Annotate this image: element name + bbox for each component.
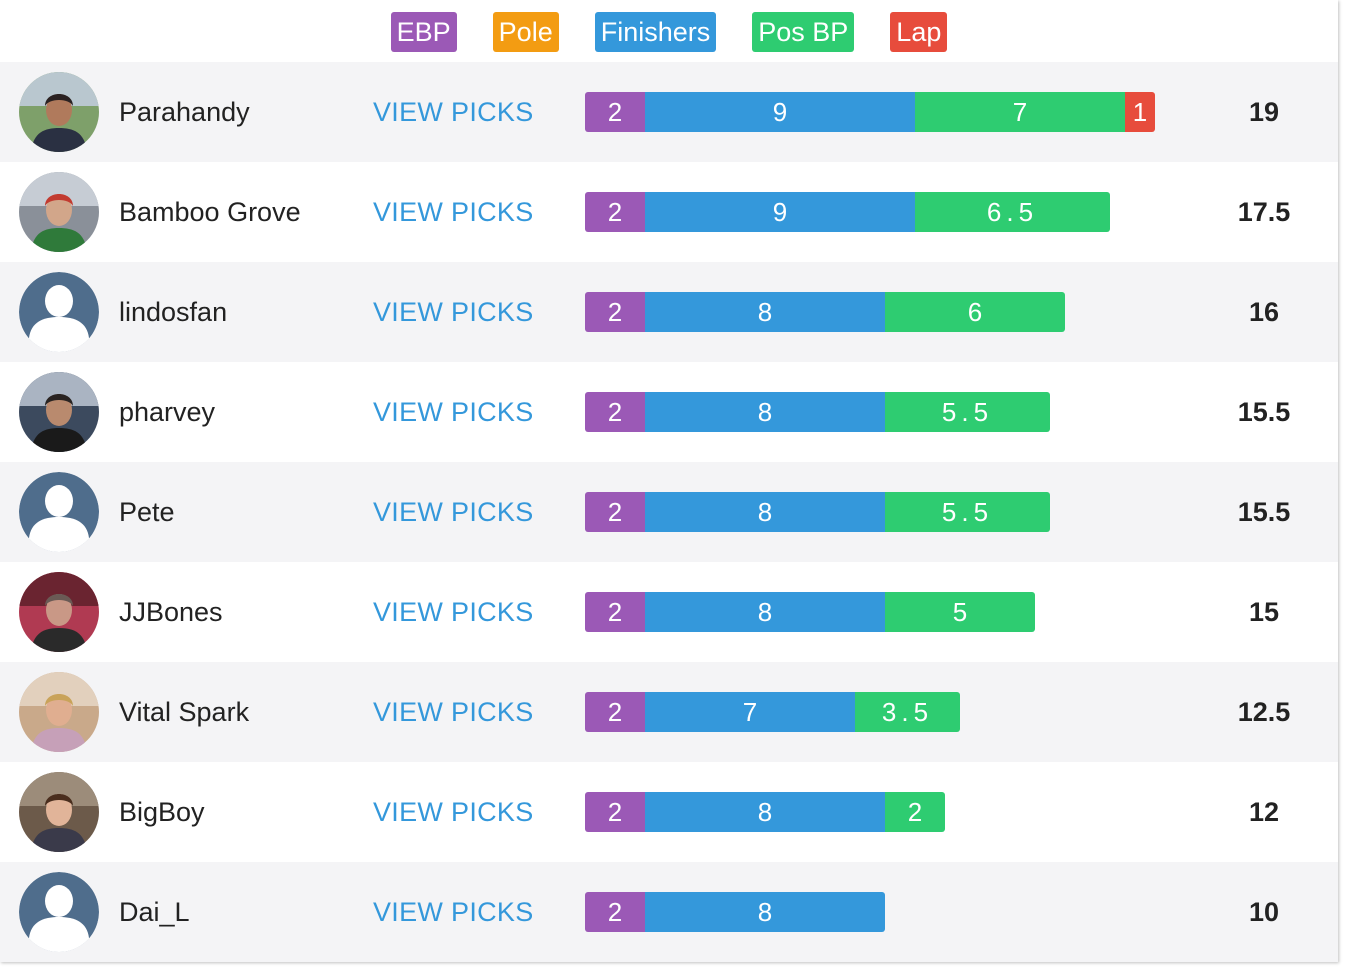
view-picks-link[interactable]: VIEW PICKS (373, 897, 534, 927)
legend-finishers: Finishers (594, 12, 717, 52)
player-name: Pete (119, 497, 175, 527)
legend-pole: Pole (492, 12, 559, 52)
total-points: 15 (1248, 597, 1280, 627)
finishers-segment: 9 (645, 192, 915, 232)
legend-ebp: EBP (390, 12, 457, 52)
default-avatar-icon[interactable] (19, 472, 99, 552)
finishers-segment: 8 (645, 492, 885, 532)
ebp-segment: 2 (585, 492, 645, 532)
finishers-segment: 8 (645, 292, 885, 332)
player-name: Vital Spark (119, 697, 250, 727)
leaderboard-row: Vital Spark VIEW PICKS 2 7 3.5 12.5 (0, 662, 1338, 762)
pos-bp-segment: 2 (885, 792, 945, 832)
ebp-segment: 2 (585, 192, 645, 232)
legend-pos-bp: Pos BP (752, 12, 855, 52)
leaderboard-row: Pete VIEW PICKS 2 8 5.5 15.5 (0, 462, 1338, 562)
finishers-segment: 8 (645, 792, 885, 832)
player-name: Bamboo Grove (119, 197, 301, 227)
finishers-segment: 8 (645, 592, 885, 632)
avatar[interactable] (19, 672, 99, 752)
pos-bp-segment: 6 (885, 292, 1065, 332)
pos-bp-segment: 6.5 (915, 192, 1110, 232)
player-name: lindosfan (119, 297, 228, 327)
finishers-segment: 8 (645, 892, 885, 932)
total-points: 10 (1248, 897, 1280, 927)
pos-bp-segment: 5.5 (885, 392, 1050, 432)
default-avatar-icon[interactable] (19, 872, 99, 952)
total-points: 15.5 (1237, 397, 1291, 427)
total-points: 16 (1248, 297, 1280, 327)
points-bar: 2 8 5.5 (585, 492, 1050, 532)
view-picks-link[interactable]: VIEW PICKS (373, 297, 534, 327)
player-name: pharvey (119, 397, 216, 427)
points-legend: EBP Pole Finishers Pos BP Lap (0, 12, 1338, 52)
view-picks-link[interactable]: VIEW PICKS (373, 597, 534, 627)
points-bar: 2 9 6.5 (585, 192, 1110, 232)
leaderboard-row: JJBones VIEW PICKS 2 8 5 15 (0, 562, 1338, 662)
total-points: 19 (1248, 97, 1280, 127)
ebp-segment: 2 (585, 292, 645, 332)
leaderboard-row: pharvey VIEW PICKS 2 8 5.5 15.5 (0, 362, 1338, 462)
ebp-segment: 2 (585, 892, 645, 932)
total-points: 12 (1248, 797, 1280, 827)
total-points: 17.5 (1237, 197, 1291, 227)
avatar[interactable] (19, 172, 99, 252)
view-picks-link[interactable]: VIEW PICKS (373, 497, 534, 527)
points-bar: 2 7 3.5 (585, 692, 960, 732)
finishers-segment: 9 (645, 92, 915, 132)
leaderboard-row: lindosfan VIEW PICKS 2 8 6 16 (0, 262, 1338, 362)
pos-bp-segment: 5 (885, 592, 1035, 632)
player-name: Dai_L (119, 897, 190, 927)
leaderboard-row: Parahandy VIEW PICKS 2 9 7 1 19 (0, 62, 1338, 162)
ebp-segment: 2 (585, 92, 645, 132)
ebp-segment: 2 (585, 692, 645, 732)
finishers-segment: 8 (645, 392, 885, 432)
view-picks-link[interactable]: VIEW PICKS (373, 197, 534, 227)
ebp-segment: 2 (585, 592, 645, 632)
legend-lap: Lap (890, 12, 948, 52)
view-picks-link[interactable]: VIEW PICKS (373, 697, 534, 727)
total-points: 12.5 (1237, 697, 1291, 727)
lap-segment: 1 (1125, 92, 1155, 132)
player-name: JJBones (119, 597, 223, 627)
player-name: Parahandy (119, 97, 250, 127)
total-points: 15.5 (1237, 497, 1291, 527)
leaderboard-row: BigBoy VIEW PICKS 2 8 2 12 (0, 762, 1338, 862)
view-picks-link[interactable]: VIEW PICKS (373, 797, 534, 827)
leaderboard-row: Dai_L VIEW PICKS 2 8 10 (0, 862, 1338, 962)
ebp-segment: 2 (585, 792, 645, 832)
player-name: BigBoy (119, 797, 205, 827)
points-bar: 2 8 5.5 (585, 392, 1050, 432)
pos-bp-segment: 7 (915, 92, 1125, 132)
avatar[interactable] (19, 372, 99, 452)
avatar[interactable] (19, 72, 99, 152)
avatar[interactable] (19, 572, 99, 652)
view-picks-link[interactable]: VIEW PICKS (373, 97, 534, 127)
avatar[interactable] (19, 772, 99, 852)
pos-bp-segment: 3.5 (855, 692, 960, 732)
leaderboard-row: Bamboo Grove VIEW PICKS 2 9 6.5 17.5 (0, 162, 1338, 262)
finishers-segment: 7 (645, 692, 855, 732)
leaderboard-list: Parahandy VIEW PICKS 2 9 7 1 19 Bamboo Grove VIE… (0, 62, 1338, 962)
pos-bp-segment: 5.5 (885, 492, 1050, 532)
ebp-segment: 2 (585, 392, 645, 432)
default-avatar-icon[interactable] (19, 272, 99, 352)
view-picks-link[interactable]: VIEW PICKS (373, 397, 534, 427)
